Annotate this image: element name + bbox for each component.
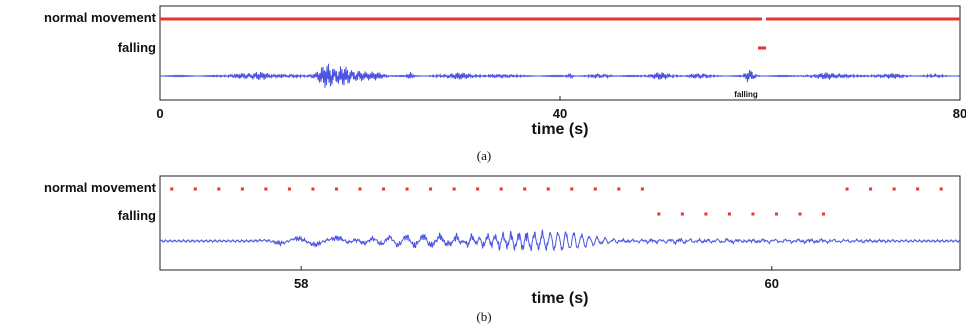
- normal-movement-point: [240, 187, 244, 191]
- normal-movement-point: [382, 187, 386, 191]
- normal-movement-point: [476, 187, 480, 191]
- x-tick-label: 60: [765, 276, 779, 291]
- falling-point: [727, 212, 731, 216]
- falling-point: [657, 212, 661, 216]
- panel-a-row-label-normal: normal movement: [44, 10, 157, 25]
- panel-b-row-label-falling: falling: [118, 208, 156, 223]
- normal-movement-point: [892, 187, 896, 191]
- normal-movement-point: [334, 187, 338, 191]
- falling-point: [798, 212, 802, 216]
- panel-b-x-ticks: 58 60: [294, 266, 779, 291]
- normal-movement-point: [546, 187, 550, 191]
- signal-trace: [159, 229, 961, 252]
- panel-a-signal: [160, 63, 961, 88]
- normal-movement-point: [617, 187, 621, 191]
- normal-movement-point: [287, 187, 291, 191]
- panel-a-x-ticks: 0 40 80: [156, 96, 966, 121]
- normal-movement-point: [593, 187, 597, 191]
- falling-point: [751, 212, 755, 216]
- x-tick-label: 0: [156, 106, 163, 121]
- panel-a-row-label-falling: falling: [118, 40, 156, 55]
- normal-movement-point: [916, 187, 920, 191]
- normal-movement-point: [523, 187, 527, 191]
- normal-movement-point: [264, 187, 268, 191]
- normal-movement-point: [405, 187, 409, 191]
- x-tick-label: 58: [294, 276, 308, 291]
- x-tick-label: 80: [953, 106, 966, 121]
- panel-b-frame: [159, 175, 961, 271]
- panel-a-annotation: falling: [734, 90, 758, 99]
- normal-movement-point: [217, 187, 221, 191]
- signal-trace: [160, 63, 961, 88]
- falling-point: [822, 212, 826, 216]
- normal-movement-point: [499, 187, 503, 191]
- panel-b-row-label-normal: normal movement: [44, 180, 157, 195]
- panel-a-caption: (a): [477, 148, 491, 163]
- panel-b-signal: [159, 229, 961, 252]
- normal-movement-point: [452, 187, 456, 191]
- normal-movement-point: [358, 187, 362, 191]
- x-tick-label: 40: [553, 106, 567, 121]
- normal-movement-point: [193, 187, 197, 191]
- normal-movement-point: [570, 187, 574, 191]
- falling-point: [704, 212, 708, 216]
- normal-movement-point: [640, 187, 644, 191]
- normal-movement-point: [170, 187, 174, 191]
- falling-point: [774, 212, 778, 216]
- panel-b-caption: (b): [476, 309, 491, 324]
- panel-a-x-axis-label: time (s): [532, 121, 589, 138]
- panel-b: normal movement falling 58 60 time (s) (b…: [44, 175, 961, 324]
- normal-movement-point: [869, 187, 873, 191]
- falling-point: [680, 212, 684, 216]
- normal-movement-point: [429, 187, 433, 191]
- panel-b-state-marks: [170, 187, 943, 216]
- panel-a: normal movement falling falling 0 40 80 ti…: [44, 5, 966, 163]
- normal-movement-point: [939, 187, 943, 191]
- normal-movement-point: [845, 187, 849, 191]
- panel-a-state-marks: [160, 17, 960, 50]
- normal-movement-point: [311, 187, 315, 191]
- panel-b-x-axis-label: time (s): [532, 290, 589, 307]
